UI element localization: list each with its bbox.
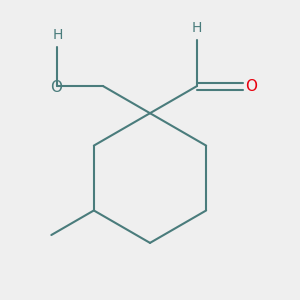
Text: O: O: [50, 80, 61, 95]
Text: O: O: [245, 79, 257, 94]
Text: H: H: [192, 21, 202, 35]
Text: H: H: [52, 28, 63, 42]
